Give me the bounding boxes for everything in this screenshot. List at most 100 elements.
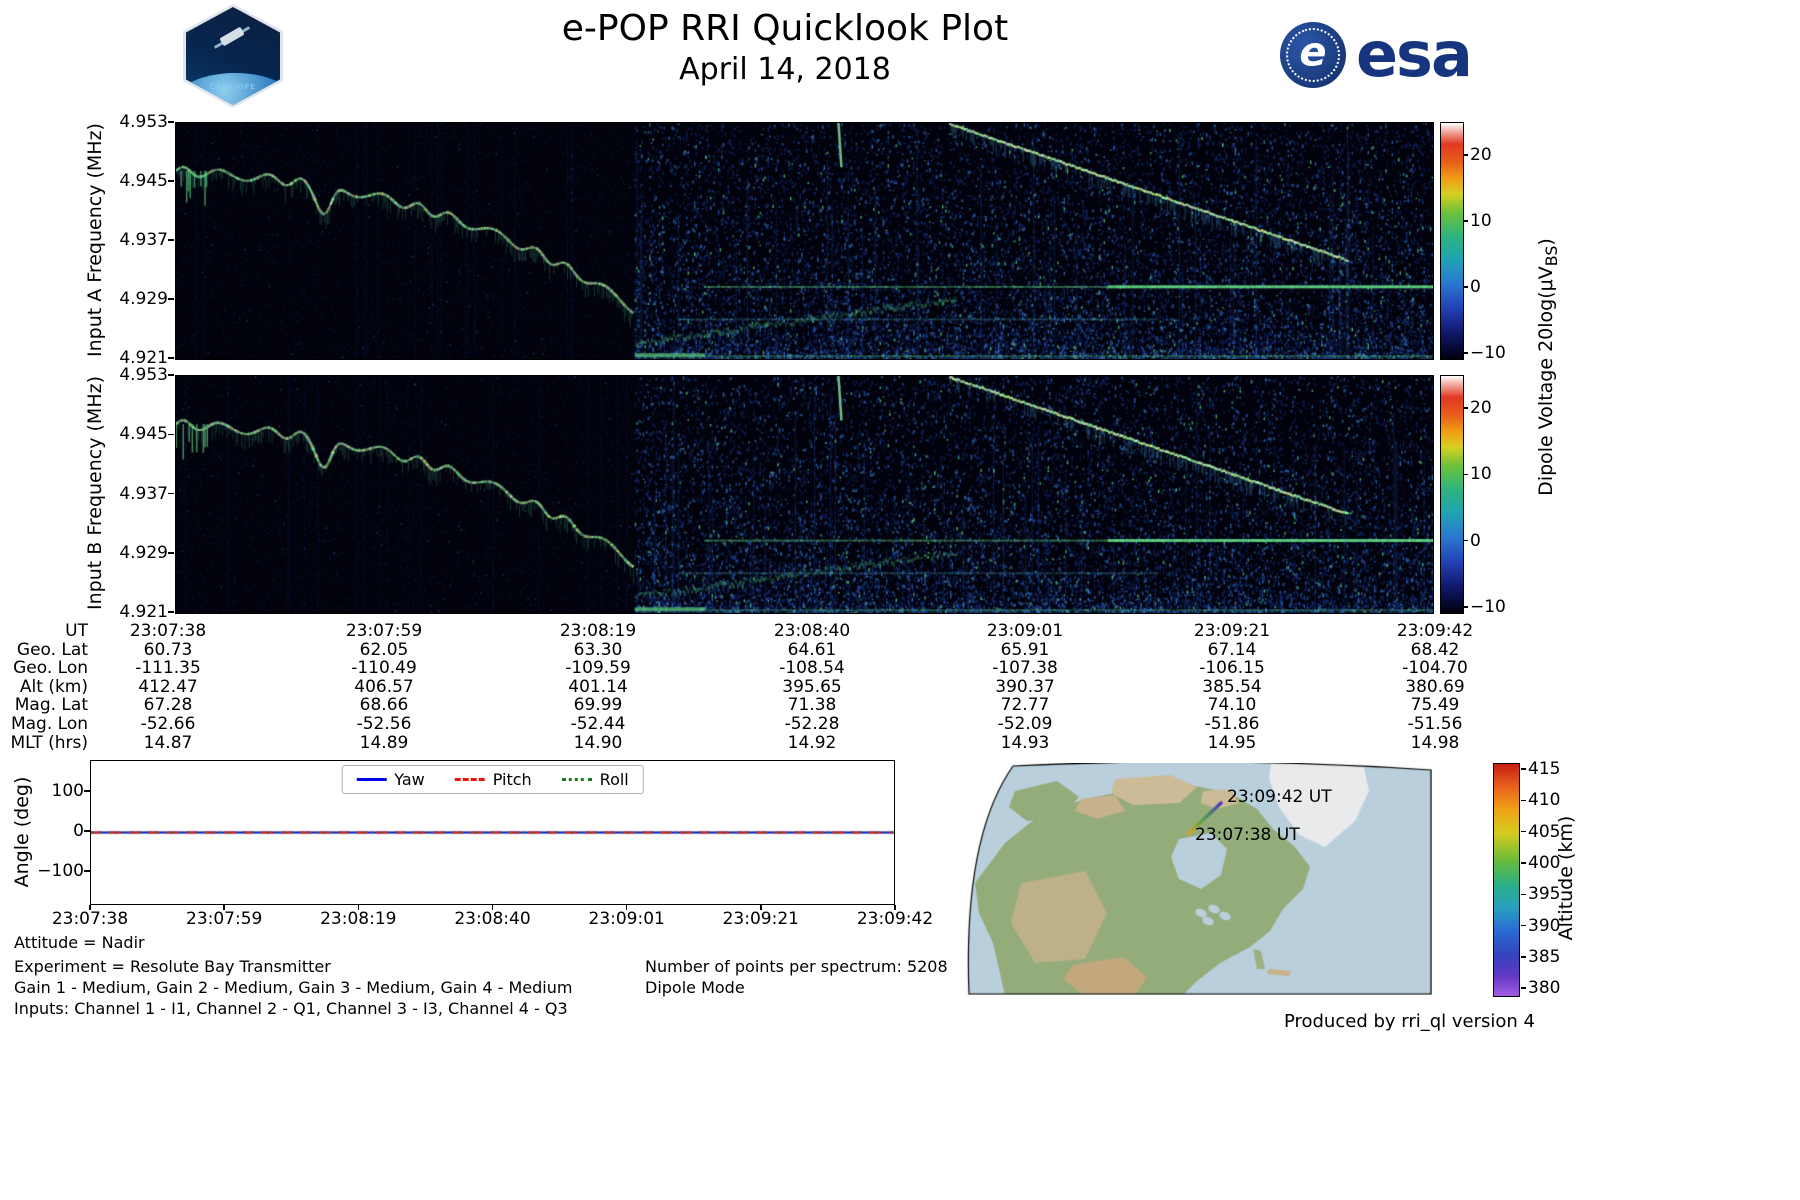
altitude-tick-label: 400 (1528, 852, 1561, 873)
angle-xtick-mark (491, 905, 494, 910)
ephemeris-cell: -52.09 (997, 714, 1053, 734)
altitude-tick-label: 410 (1528, 790, 1561, 811)
altitude-tick-label: 405 (1528, 821, 1561, 842)
ephemeris-cell: 14.89 (359, 732, 409, 753)
colorbar-tick-label: −10 (1470, 596, 1506, 617)
freq-tick-label: 4.937 (119, 230, 168, 250)
legend-line-sample (561, 778, 592, 781)
altitude-tick-mark (1521, 987, 1526, 989)
angle-xtick-mark (89, 905, 91, 910)
input-a-axis-label: Input A Frequency (MHz) (84, 123, 106, 357)
dipole-voltage-colorbar-label: Dipole Voltage 20log(μVBS) (1535, 238, 1561, 496)
ephemeris-cell: 23:07:38 (129, 621, 207, 641)
ephemeris-cell: 63.30 (573, 639, 623, 660)
input-b-spectrogram-canvas (175, 375, 1434, 614)
ephemeris-cell: 23:09:42 (1396, 621, 1474, 641)
ephemeris-cell: -51.56 (1407, 714, 1463, 734)
attitude-info: Attitude = Nadir (14, 933, 145, 952)
colorbar-tick-label: 0 (1470, 276, 1481, 297)
colorbar-tick-mark (1463, 407, 1468, 409)
colorbar-tick-mark (1463, 473, 1468, 476)
altitude-tick-mark (1521, 893, 1526, 895)
dipole-mode-info: Dipole Mode (645, 978, 745, 997)
legend-item-yaw: Yaw (356, 770, 425, 789)
ephemeris-row-label: Geo. Lon (13, 658, 88, 679)
input-b-axis-label: Input B Frequency (MHz) (84, 376, 106, 610)
freq-tick-label: 4.921 (119, 348, 168, 368)
altitude-tick-label: 390 (1528, 915, 1561, 936)
legend-line-sample (356, 778, 387, 781)
angle-tick-mark (84, 870, 90, 872)
legend-label: Roll (599, 770, 629, 789)
ephemeris-cell: 14.95 (1207, 732, 1257, 753)
colorbar-tick-label: 20 (1470, 145, 1492, 165)
points-per-spectrum-info: Number of points per spectrum: 5208 (645, 957, 948, 976)
ground-track-map-canvas (965, 763, 1432, 995)
freq-tick-mark (168, 357, 174, 359)
angle-xtick-label: 23:09:21 (722, 909, 799, 929)
angle-tick-label: −100 (37, 861, 84, 881)
input-a-spectrogram-canvas (175, 122, 1434, 360)
colorbar-tick-mark (1463, 286, 1468, 288)
angle-xtick-label: 23:09:42 (856, 909, 934, 929)
angle-xtick-mark (223, 905, 225, 910)
angle-xtick-label: 23:07:38 (51, 909, 129, 929)
ephemeris-row-label: Geo. Lat (16, 639, 88, 660)
ephemeris-cell: 380.69 (1405, 676, 1465, 697)
colorbar-tick-mark (1463, 154, 1468, 156)
ephemeris-cell: 68.42 (1410, 639, 1460, 660)
produced-by-text: Produced by rri_ql version 4 (1283, 1011, 1535, 1032)
ephemeris-cell: 71.38 (787, 695, 837, 716)
altitude-colorbar (1493, 763, 1520, 997)
mission-patch-art: CASSIOPE (186, 7, 280, 105)
angle-axis-label: Angle (deg) (11, 776, 33, 888)
legend-item-roll: Roll (561, 770, 629, 789)
esa-wordmark: esa (1356, 18, 1473, 91)
legend-label: Yaw (394, 770, 425, 789)
ephemeris-cell: 395.65 (782, 676, 842, 697)
ephemeris-row-label: Mag. Lat (14, 695, 88, 716)
esa-logo: e esa (1280, 18, 1473, 91)
ephemeris-cell: -110.49 (351, 658, 417, 679)
ephemeris-cell: 412.47 (138, 676, 198, 697)
mission-patch-label: CASSIOPE (209, 83, 257, 92)
freq-tick-label: 4.929 (119, 289, 168, 309)
freq-tick-mark (168, 121, 174, 123)
inputs-info: Inputs: Channel 1 - I1, Channel 2 - Q1, … (14, 999, 568, 1018)
ephemeris-cell: 385.54 (1202, 676, 1262, 697)
ephemeris-cell: 401.14 (568, 676, 628, 697)
legend-item-pitch: Pitch (454, 770, 532, 789)
freq-tick-label: 4.945 (119, 424, 168, 445)
ephemeris-cell: 14.98 (1410, 732, 1460, 753)
ephemeris-cell: 14.92 (787, 732, 837, 753)
ephemeris-cell: -52.66 (140, 714, 196, 734)
freq-tick-label: 4.953 (119, 365, 168, 385)
gain-info: Gain 1 - Medium, Gain 2 - Medium, Gain 3… (14, 978, 573, 997)
satellite-icon (219, 27, 245, 47)
ephemeris-row-label: UT (65, 621, 88, 641)
esa-globe-letter: e (1299, 29, 1327, 76)
ephemeris-cell: 23:08:40 (773, 621, 851, 641)
legend-label: Pitch (492, 770, 532, 789)
ephemeris-cell: -104.70 (1402, 658, 1468, 679)
angle-xtick-mark (894, 905, 896, 910)
angle-xtick-label: 23:08:40 (454, 909, 531, 929)
angle-tick-label: 0 (73, 821, 84, 841)
angle-tick-label: 100 (51, 781, 84, 801)
altitude-tick-mark (1521, 924, 1526, 927)
dipole-voltage-colorbar-b (1440, 375, 1464, 614)
track-start-time-label: 23:07:38 UT (1195, 825, 1300, 845)
freq-tick-mark (168, 433, 174, 435)
altitude-tick-mark (1521, 799, 1526, 802)
ephemeris-cell: 14.93 (1000, 732, 1050, 753)
ephemeris-cell: 68.66 (359, 695, 409, 716)
ephemeris-cell: 23:07:59 (345, 621, 423, 641)
ephemeris-cell: -51.86 (1204, 714, 1260, 734)
colorbar-tick-mark (1463, 220, 1468, 222)
ephemeris-cell: 69.99 (573, 695, 623, 716)
mission-patch-border: CASSIOPE (183, 4, 283, 108)
angle-xtick-label: 23:09:01 (588, 909, 665, 929)
dipole-voltage-colorbar-a (1440, 122, 1464, 360)
ephemeris-cell: -107.38 (992, 658, 1058, 679)
freq-tick-label: 4.929 (119, 542, 168, 563)
